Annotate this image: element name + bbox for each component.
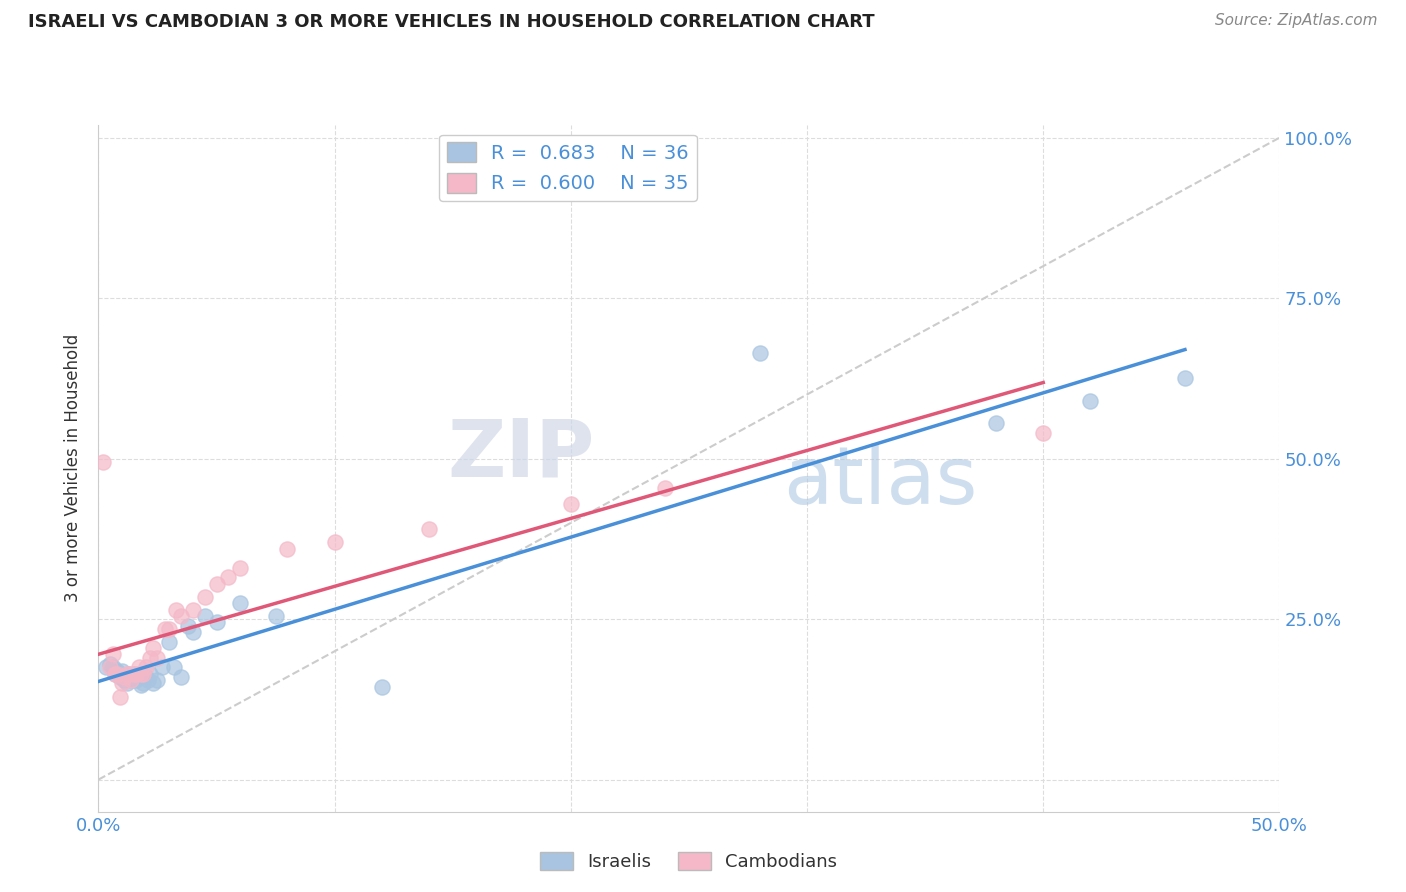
Point	[165, 602, 187, 616]
Point	[121, 673, 143, 687]
Point	[418, 522, 440, 536]
Point	[122, 666, 145, 681]
Point	[112, 670, 135, 684]
Point	[194, 609, 217, 624]
Point	[105, 664, 128, 678]
Point	[128, 670, 150, 684]
Point	[91, 455, 114, 469]
Point	[146, 650, 169, 665]
Point	[132, 666, 155, 681]
Point	[108, 670, 131, 684]
Point	[111, 664, 134, 678]
Point	[146, 673, 169, 687]
Point	[560, 497, 582, 511]
Point	[170, 670, 193, 684]
Point	[142, 676, 165, 690]
Point	[229, 561, 252, 575]
Text: ISRAELI VS CAMBODIAN 3 OR MORE VEHICLES IN HOUSEHOLD CORRELATION CHART: ISRAELI VS CAMBODIAN 3 OR MORE VEHICLES …	[28, 13, 875, 31]
Point	[125, 666, 148, 681]
Point	[98, 657, 121, 671]
Point	[264, 609, 287, 624]
Point	[157, 634, 180, 648]
Point	[194, 590, 217, 604]
Point	[101, 660, 124, 674]
Text: atlas: atlas	[783, 443, 977, 521]
Point	[150, 660, 173, 674]
Point	[205, 615, 228, 630]
Point	[181, 625, 204, 640]
Point	[181, 602, 204, 616]
Point	[105, 666, 128, 681]
Point	[128, 660, 150, 674]
Point	[118, 666, 141, 681]
Point	[101, 648, 124, 662]
Point	[118, 666, 141, 681]
Point	[115, 666, 138, 681]
Point	[229, 596, 252, 610]
Point	[139, 666, 162, 681]
Y-axis label: 3 or more Vehicles in Household: 3 or more Vehicles in Household	[65, 334, 83, 602]
Text: Source: ZipAtlas.com: Source: ZipAtlas.com	[1215, 13, 1378, 29]
Point	[98, 660, 121, 674]
Legend: Israelis, Cambodians: Israelis, Cambodians	[533, 845, 845, 879]
Text: ZIP: ZIP	[447, 416, 595, 493]
Point	[654, 481, 676, 495]
Point	[136, 673, 159, 687]
Point	[1032, 425, 1054, 440]
Point	[111, 676, 134, 690]
Point	[177, 618, 200, 632]
Point	[121, 673, 143, 687]
Point	[104, 666, 127, 681]
Point	[1080, 393, 1102, 408]
Point	[94, 660, 117, 674]
Point	[748, 345, 770, 359]
Point	[323, 535, 346, 549]
Point	[135, 670, 157, 684]
Point	[122, 666, 145, 681]
Point	[984, 417, 1007, 431]
Point	[153, 622, 176, 636]
Point	[157, 622, 180, 636]
Point	[371, 680, 394, 694]
Point	[163, 660, 186, 674]
Point	[112, 673, 135, 687]
Point	[129, 666, 152, 681]
Point	[125, 673, 148, 687]
Point	[135, 660, 157, 674]
Point	[1174, 371, 1197, 385]
Point	[139, 650, 162, 665]
Point	[170, 609, 193, 624]
Point	[217, 570, 239, 584]
Point	[132, 676, 155, 690]
Point	[108, 690, 131, 705]
Point	[115, 676, 138, 690]
Point	[142, 640, 165, 655]
Point	[129, 678, 152, 692]
Point	[205, 577, 228, 591]
Point	[104, 666, 127, 681]
Point	[276, 541, 298, 556]
